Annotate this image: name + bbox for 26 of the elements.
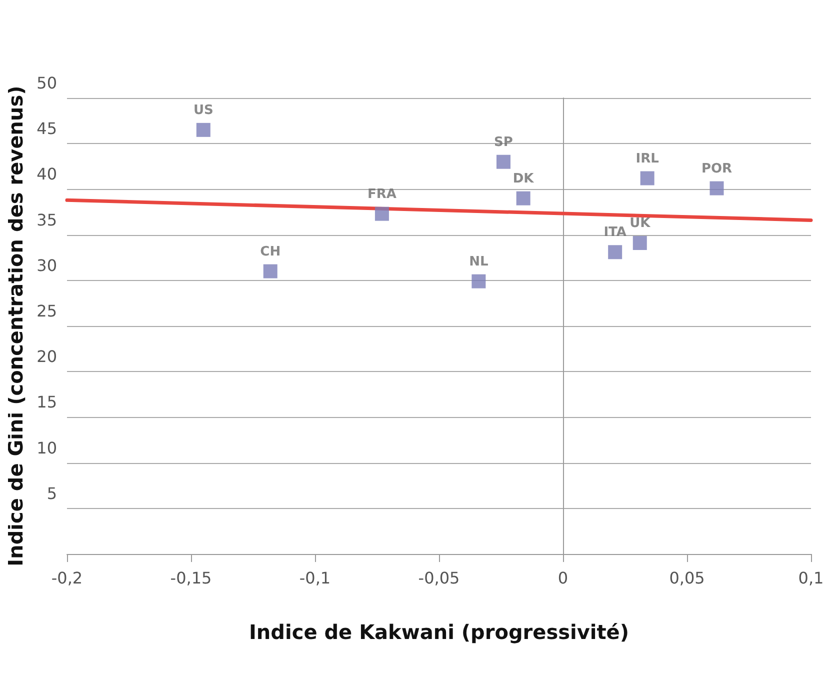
y-tick-label: 10 bbox=[36, 438, 57, 458]
data-label: IRL bbox=[636, 151, 659, 166]
x-tick-label: -0,2 bbox=[51, 568, 83, 588]
data-label: NL bbox=[469, 254, 488, 270]
data-label: FRA bbox=[367, 186, 396, 202]
x-tick-label: 0 bbox=[558, 568, 568, 588]
x-tick-label: 0,1 bbox=[798, 568, 824, 588]
y-tick-label: 45 bbox=[36, 119, 57, 138]
x-tick-label: -0,1 bbox=[299, 568, 331, 588]
data-label: DK bbox=[512, 171, 535, 186]
x-tick-label: -0,15 bbox=[170, 568, 212, 588]
y-tick-label: 20 bbox=[36, 347, 57, 366]
data-label: POR bbox=[701, 161, 732, 176]
x-axis-title: Indice de Kakwani (progressivité) bbox=[248, 620, 630, 644]
x-tick-label: -0,05 bbox=[418, 568, 460, 588]
y-tick-label: 15 bbox=[36, 392, 57, 412]
y-tick-label: 35 bbox=[36, 210, 57, 230]
y-tick-label: 40 bbox=[36, 164, 57, 184]
data-label: CH bbox=[260, 244, 281, 260]
x-tick-label: 0,05 bbox=[669, 568, 705, 588]
y-tick-label: 5 bbox=[46, 484, 57, 503]
data-label: UK bbox=[630, 216, 652, 232]
data-label: US bbox=[193, 102, 214, 118]
y-tick-label: 50 bbox=[36, 74, 57, 92]
y-tick-label: 30 bbox=[36, 256, 57, 275]
y-tick-label: 25 bbox=[36, 302, 57, 320]
